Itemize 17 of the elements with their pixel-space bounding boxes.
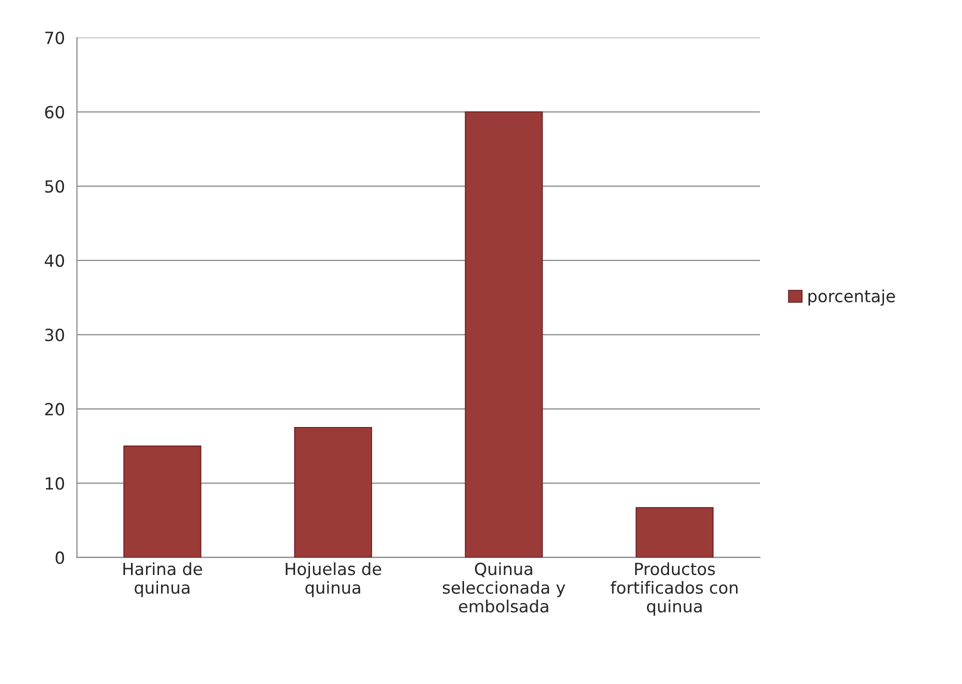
y-tick-label: 70: [45, 32, 64, 44]
legend-label: porcentaje: [808, 289, 895, 306]
x-tick-label: Hojuelas de quinua: [286, 562, 382, 598]
y-tick-label: 0: [56, 551, 64, 564]
bar: [123, 446, 202, 558]
bar: [464, 111, 543, 558]
y-tick-label: 30: [45, 328, 64, 342]
bar: [636, 507, 714, 558]
x-tick-label: Harina de quinua: [123, 562, 202, 598]
y-tick-label: 40: [44, 254, 64, 267]
x-tick-label: Quinua seleccionada y embolsada: [442, 562, 566, 613]
y-tick-label: 10: [46, 477, 64, 490]
y-tick-label: 50: [45, 180, 64, 193]
x-tick-label: Productos fortificados con quinua: [610, 562, 738, 616]
bar: [294, 426, 372, 558]
y-tick-label: 20: [45, 402, 64, 416]
y-tick-label: 60: [45, 106, 64, 118]
